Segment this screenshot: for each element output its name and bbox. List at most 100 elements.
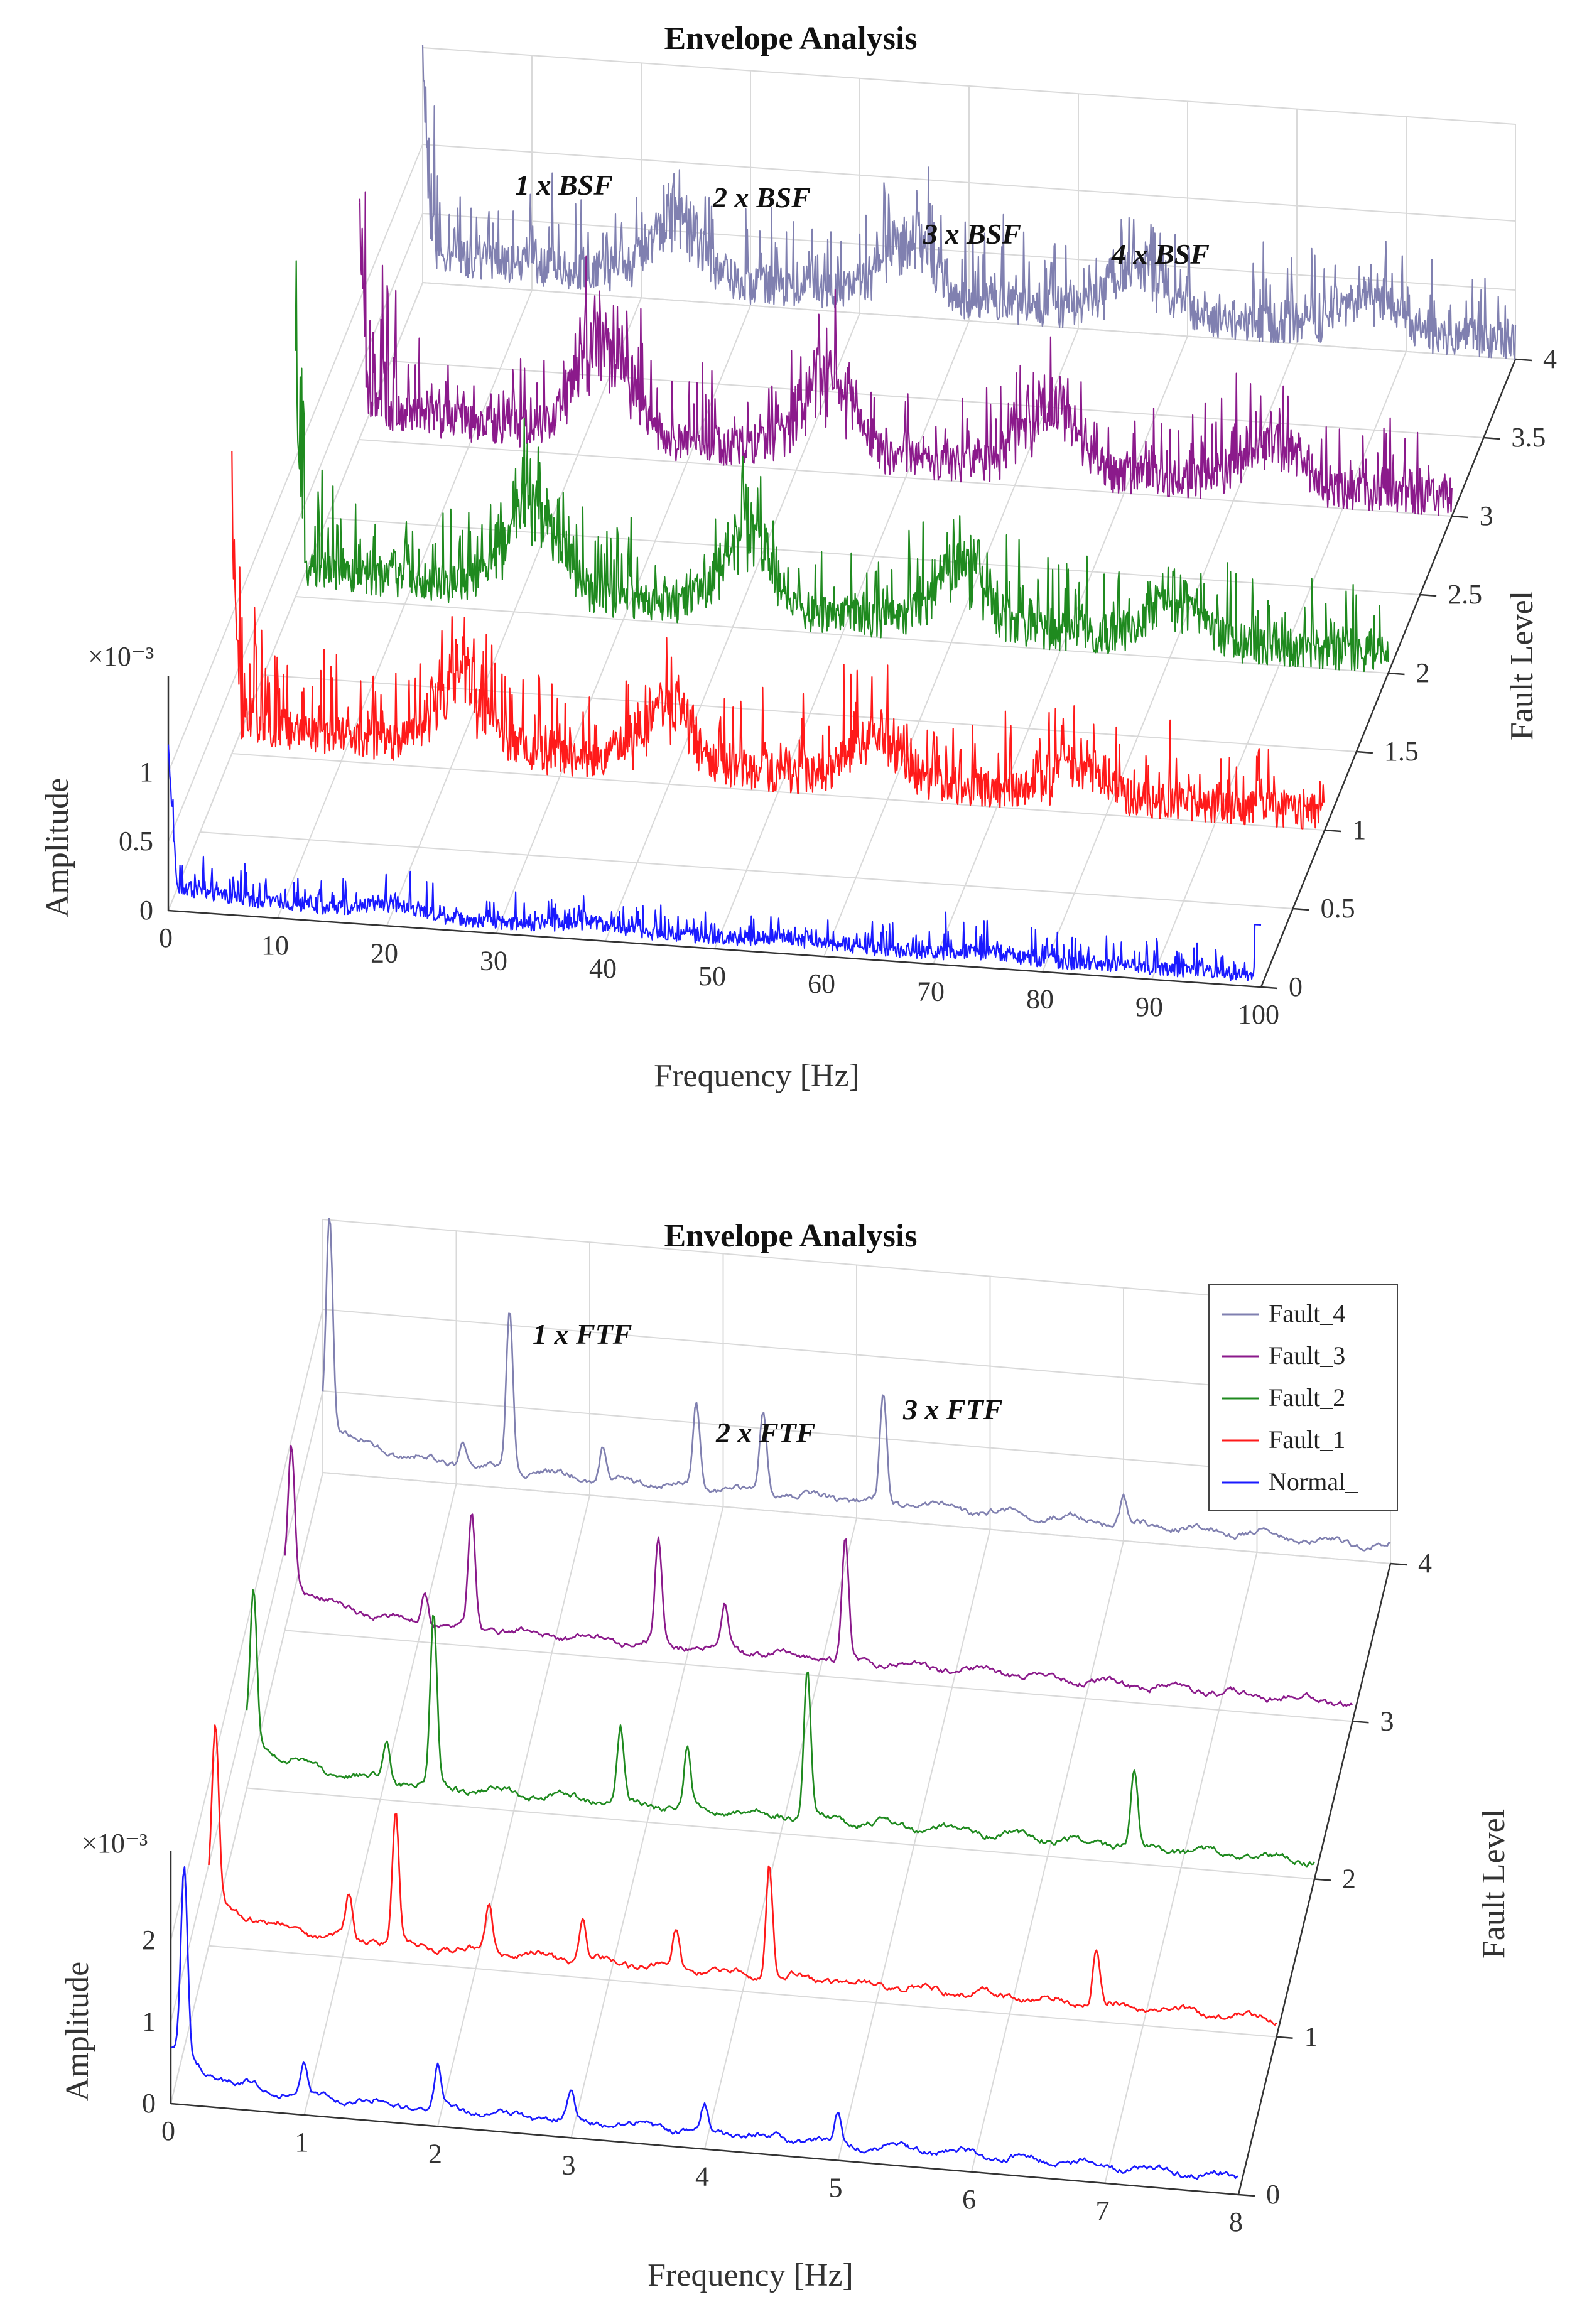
y-axis-label: Fault Level [1476,1809,1512,1959]
y-tick-mark [1352,1721,1369,1724]
grid-line-y [209,1945,1277,2038]
series-group [170,1218,1391,2180]
grid-line-y [359,439,1452,517]
series-line-normal [170,1866,1239,2180]
y-tick-mark [1260,986,1278,990]
chart-title: Envelope Analysis [664,21,917,57]
annotation-2x-ftf: 2 x FTF [715,1417,815,1449]
x-tick-label: 8 [1229,2207,1243,2237]
y-tick-mark [1420,593,1437,597]
y-tick-label: 2 [1342,1864,1356,1894]
x-axis-line [168,909,1262,988]
x-tick-label: 40 [589,953,617,984]
y-tick-label: 1 [1304,2021,1318,2052]
x-axis-label: Frequency [Hz] [647,2257,853,2293]
grid-line-x [704,1265,857,2149]
x-tick-label: 5 [829,2173,843,2203]
y-tick-mark [1292,907,1309,911]
x-tick-label: 50 [698,961,726,992]
y-tick-mark [1276,2036,1293,2039]
x-tick-label: 70 [917,976,945,1007]
grid-line-z [168,143,1516,773]
y-tick-mark [1325,829,1341,833]
z-tick-label: 0 [142,2088,156,2119]
amplitude-exponent: ×10⁻³ [88,641,154,672]
x-tick-label: 1 [295,2127,309,2158]
annotation-2x-bsf: 2 x BSF [712,181,811,213]
legend-label: Fault_4 [1269,1299,1345,1327]
annotation-1x-ftf: 1 x FTF [533,1318,632,1350]
grid-line-y [295,596,1389,674]
series-group [167,45,1517,981]
legend-box [1208,1284,1398,1511]
grid-line-x [570,1253,724,2138]
x-tick-label: 0 [159,922,173,953]
grid-line-y [263,674,1357,752]
series-line-fault_3 [358,191,1453,516]
y-tick-label: 4 [1418,1548,1432,1579]
y-tick-mark [1388,672,1405,676]
y-axis-label: Fault Level [1504,591,1540,740]
grid-line-x [303,1231,457,2116]
z-tick-label: 0 [139,895,153,926]
y-tick-label: 2 [1416,657,1430,688]
z-tick-label: 0.5 [119,826,153,857]
grid-line-z [170,1471,1391,2104]
chart-bsf: Envelope Analysis 0 10 20 30 40 50 60 70 80 90 100… [40,21,1557,1094]
y-tick-mark [1314,1878,1331,1881]
amplitude-exponent: ×10⁻³ [82,1828,148,1859]
x-tick-label: 4 [695,2161,709,2192]
series-line-fault_3 [284,1444,1353,1707]
z-tick-label: 1 [142,2006,156,2037]
x-tick-label: 10 [261,930,289,961]
x-tick-label: 6 [962,2184,976,2215]
y-tick-mark [1390,1562,1407,1566]
y-tick-label: 3 [1480,500,1493,531]
x-tick-label: 2 [428,2138,442,2169]
x-axis-line [170,2102,1239,2196]
annotation-1x-bsf: 1 x BSF [515,169,613,201]
grid-line-x [168,48,423,911]
x-tick-label: 100 [1238,999,1279,1030]
x-axis-label: Frequency [Hz] [654,1058,860,1094]
grid-line-x [1260,124,1516,988]
z-axis-label: Amplitude [40,778,75,917]
x-tick-label: 0 [161,2116,175,2146]
x-tick-label: 60 [808,968,835,999]
legend: Fault_4 Fault_3 Fault_2 Fault_1 Normal_ [1208,1284,1398,1511]
axes [170,1563,1392,2196]
x-tick-label: 7 [1096,2195,1110,2226]
grid-line-y [246,1787,1315,1880]
y-tick-mark [1356,750,1373,754]
annotations: 1 x BSF 2 x BSF 3 x BSF 4 x BSF [515,169,1210,270]
y-tick-label: 2.5 [1448,579,1482,610]
legend-label: Normal_ [1269,1467,1358,1496]
x-tick-label: 3 [562,2149,576,2180]
grid-line-x [170,1219,323,2104]
y-tick-mark [1451,515,1468,519]
y-tick-label: 0 [1266,2179,1280,2210]
series-line-fault_2 [246,1589,1316,1868]
series-line-fault_4 [421,45,1517,360]
x-tick-label: 80 [1026,984,1054,1015]
legend-label: Fault_3 [1269,1341,1345,1370]
annotation-3x-bsf: 3 x BSF [923,218,1021,250]
y-tick-label: 1 [1352,814,1366,845]
legend-label: Fault_2 [1269,1383,1345,1412]
x-tick-label: 20 [371,938,398,968]
grid-line-x [277,55,533,919]
y-tick-label: 3.5 [1511,422,1546,453]
axes [167,359,1517,988]
grid-line-y [284,1630,1353,1722]
tick-labels: 0 10 20 30 40 50 60 70 80 90 10000.511.522.533.540… [119,343,1557,1030]
series-line-fault_2 [295,260,1389,673]
grid-line-y [232,753,1325,831]
y-tick-label: 0 [1289,971,1303,1002]
series-line-normal [167,744,1262,981]
series-line-fault_4 [322,1218,1391,1552]
y-tick-label: 3 [1380,1705,1394,1736]
chart-title: Envelope Analysis [664,1218,917,1254]
annotation-4x-bsf: 4 x BSF [1111,238,1210,270]
y-tick-label: 1.5 [1384,736,1419,767]
